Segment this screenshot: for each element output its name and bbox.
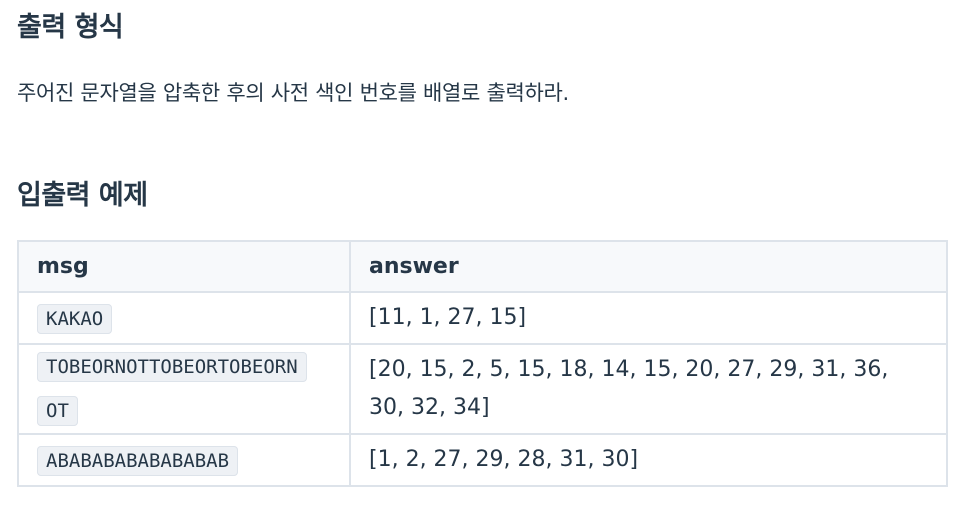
output-format-heading: 출력 형식 <box>17 12 124 43</box>
msg-code: KAKAO <box>37 303 113 334</box>
table-header-row: msg answer <box>17 240 948 293</box>
output-format-text: 주어진 문자열을 압축한 후의 사전 색인 번호를 배열로 출력하라. <box>17 81 569 105</box>
examples-heading: 입출력 예제 <box>17 180 148 211</box>
msg-cell: ABABABABABABABAB <box>17 433 351 487</box>
msg-cell: TOBEORNOTTOBEORTOBEORNOT <box>17 343 351 435</box>
answer-cell: [11, 1, 27, 15] <box>349 291 948 345</box>
table-row: TOBEORNOTTOBEORTOBEORNOT [20, 15, 2, 5, … <box>17 343 948 435</box>
table-row: KAKAO [11, 1, 27, 15] <box>17 291 948 345</box>
msg-cell: KAKAO <box>17 291 351 345</box>
answer-cell: [1, 2, 27, 29, 28, 31, 30] <box>349 433 948 487</box>
msg-code: ABABABABABABABAB <box>37 445 239 476</box>
examples-table: msg answer KAKAO [11, 1, 27, 15] TOBEORN… <box>17 240 948 487</box>
msg-code-wrapper: TOBEORNOTTOBEORTOBEORNOT <box>37 345 307 433</box>
column-header-msg: msg <box>17 240 351 293</box>
table-row: ABABABABABABABAB [1, 2, 27, 29, 28, 31, … <box>17 433 948 487</box>
msg-code: TOBEORNOTTOBEORTOBEORNOT <box>37 352 307 426</box>
column-header-answer: answer <box>349 240 948 293</box>
answer-cell: [20, 15, 2, 5, 15, 18, 14, 15, 20, 27, 2… <box>349 343 948 435</box>
